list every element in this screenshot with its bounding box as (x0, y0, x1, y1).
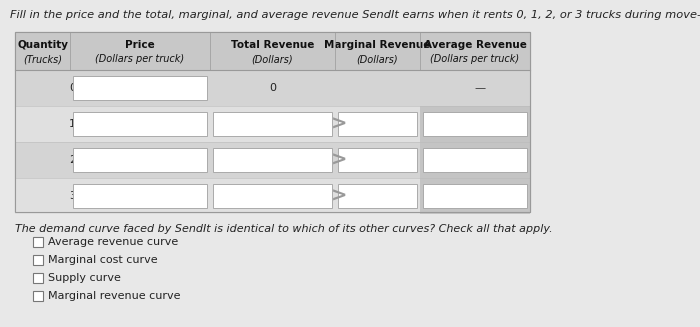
Text: Fill in the price and the total, marginal, and average revenue SendIt earns when: Fill in the price and the total, margina… (10, 10, 700, 20)
Text: >: > (331, 186, 347, 205)
Text: Marginal revenue curve: Marginal revenue curve (48, 291, 181, 301)
Bar (15, 178, 530, 214)
Bar (33, 255, 43, 265)
Text: Marginal Revenue: Marginal Revenue (324, 40, 430, 50)
Text: —: — (475, 83, 486, 93)
Bar (15, 70, 530, 106)
Bar (15, 142, 530, 178)
Text: (Dollars): (Dollars) (357, 54, 398, 64)
Text: 0: 0 (269, 83, 276, 93)
Bar (213, 112, 332, 136)
Bar (420, 178, 530, 214)
Bar (33, 273, 43, 283)
Text: Total Revenue: Total Revenue (231, 40, 314, 50)
Bar (338, 112, 417, 136)
Text: >: > (331, 150, 347, 169)
Bar (420, 142, 530, 178)
Bar (73, 148, 207, 172)
Bar (338, 148, 417, 172)
Text: >: > (331, 114, 347, 133)
Bar (338, 184, 417, 208)
Text: (Dollars per truck): (Dollars per truck) (95, 54, 185, 64)
Text: 2: 2 (69, 155, 76, 165)
Bar (33, 291, 43, 301)
Bar (423, 148, 527, 172)
Bar (15, 32, 530, 70)
Bar (15, 32, 530, 212)
Text: (Dollars): (Dollars) (252, 54, 293, 64)
Text: Quantity: Quantity (17, 40, 68, 50)
Bar (33, 237, 43, 247)
Text: The demand curve faced by SendIt is identical to which of its other curves? Chec: The demand curve faced by SendIt is iden… (15, 224, 552, 234)
Text: (Dollars per truck): (Dollars per truck) (430, 54, 519, 64)
Text: Marginal cost curve: Marginal cost curve (48, 255, 158, 265)
Text: Average Revenue: Average Revenue (424, 40, 526, 50)
Text: Price: Price (125, 40, 155, 50)
Bar (423, 184, 527, 208)
Text: (Trucks): (Trucks) (23, 54, 62, 64)
Text: 3: 3 (69, 191, 76, 201)
Text: 1: 1 (69, 119, 76, 129)
Bar (73, 112, 207, 136)
Bar (213, 184, 332, 208)
Text: Average revenue curve: Average revenue curve (48, 237, 178, 247)
Bar (73, 184, 207, 208)
Bar (73, 76, 207, 100)
Bar (15, 106, 530, 142)
Text: 0: 0 (69, 83, 76, 93)
Bar (420, 106, 530, 142)
Bar (15, 32, 530, 212)
Bar (423, 112, 527, 136)
Text: Supply curve: Supply curve (48, 273, 121, 283)
Bar (213, 148, 332, 172)
